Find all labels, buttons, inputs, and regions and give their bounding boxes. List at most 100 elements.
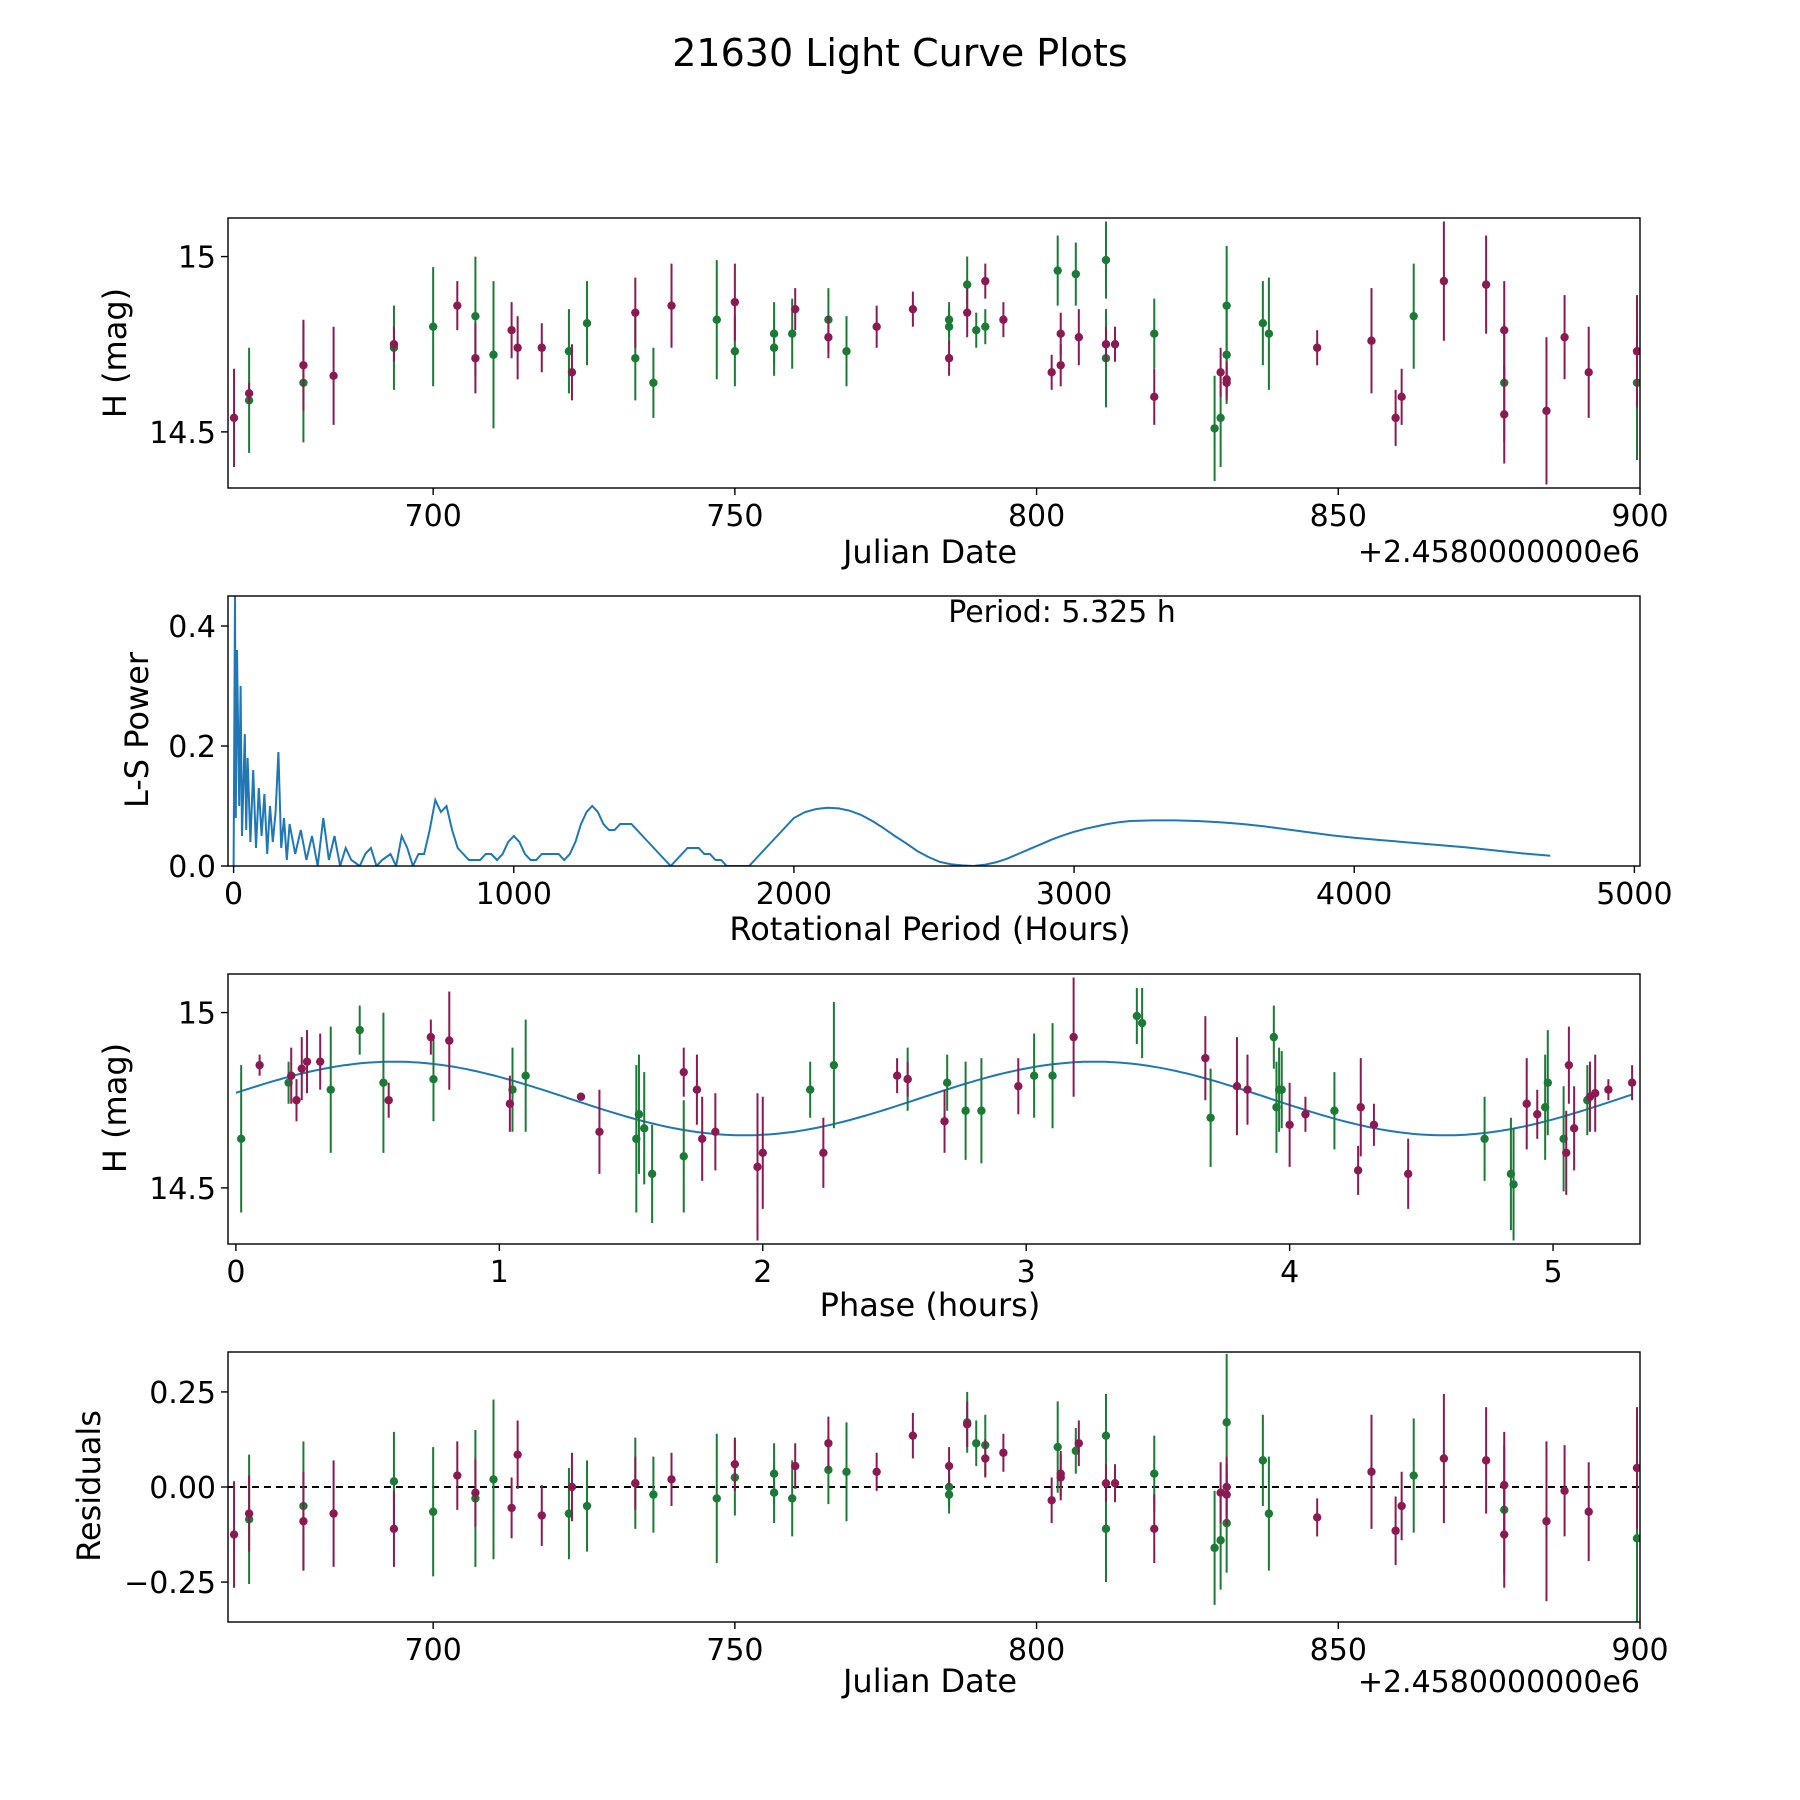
magenta-point [758,1148,767,1158]
magenta-point [389,1524,399,1534]
lightcurve-offset-text: +2.4580000000e6 [1358,535,1640,570]
green-point [1132,1011,1142,1021]
lightcurve-xtick-label: 750 [706,499,763,534]
magenta-point [692,1085,702,1094]
green-point [1101,1431,1111,1440]
green-point [1258,1456,1268,1465]
magenta-point [471,1488,480,1497]
green-point [1264,1509,1274,1518]
magenta-point [679,1067,688,1077]
magenta-point [1391,1526,1400,1535]
magenta-point [872,1467,881,1476]
phased-panel: 0 1 2 3 4 5 14.5 15 Phase (hours) H (mag) [96,973,1641,1324]
green-point [1269,1032,1279,1042]
periodogram-ytick-label: 0.4 [168,610,216,645]
magenta-point [229,1530,239,1539]
magenta-point [1047,1496,1056,1505]
magenta-point [753,1162,762,1172]
green-point [1048,1071,1057,1080]
green-point [379,1078,388,1087]
residuals-ytick-label: 0.00 [149,1471,216,1506]
green-point [829,1060,839,1070]
magenta-point [824,1439,833,1448]
magenta-point [730,1459,740,1469]
magenta-point [1069,1032,1078,1042]
magenta-point [445,1036,454,1045]
magenta-point [595,1127,604,1136]
magenta-point [730,297,740,307]
magenta-point [1056,361,1065,370]
magenta-point [1500,410,1509,419]
phased-xtick-label: 3 [1017,1255,1036,1290]
magenta-point [1074,1439,1084,1448]
magenta-point [981,1454,990,1463]
phased-xtick-label: 2 [753,1255,772,1290]
magenta-point [297,1064,306,1073]
residuals-xtick-label: 800 [1008,1633,1065,1668]
magenta-point [908,304,918,314]
magenta-point [711,1127,720,1136]
magenta-point [791,304,800,314]
figure-title: 21630 Light Curve Plots [672,31,1127,75]
magenta-point [791,1461,800,1471]
green-point [942,1078,952,1087]
magenta-point [1056,1469,1065,1478]
magenta-point [229,413,239,423]
lightcurve-marks [229,221,1640,485]
green-point [1264,329,1274,338]
magenta-point [426,1032,436,1042]
lightcurve-plot-area: 700 750 800 850 900 14.5 15 [149,217,1669,534]
magenta-point [1397,392,1406,402]
magenta-point [940,1117,949,1126]
residuals-xtick-label: 750 [706,1633,763,1668]
magenta-point [1604,1085,1613,1094]
model-fit-curve [235,1060,1633,1137]
periodogram-xtick-label: 2000 [756,877,832,912]
green-point [712,1494,721,1503]
green-point [1053,266,1062,275]
green-point [634,1110,644,1119]
magenta-point [1403,1169,1413,1179]
green-point [326,1085,335,1094]
magenta-point [1560,333,1569,342]
magenta-point [944,1461,954,1471]
green-point [1210,1543,1219,1553]
magenta-point [471,354,480,363]
magenta-point [1533,1110,1542,1119]
phased-frame [227,973,1641,1245]
magenta-point [1522,1099,1531,1108]
green-point [236,1134,246,1144]
phased-ylabel: H (mag) [96,1043,134,1173]
green-point [471,311,480,321]
magenta-point [1627,1078,1637,1087]
magenta-point [299,1517,308,1526]
green-point [1543,1078,1552,1087]
magenta-point [981,276,990,286]
magenta-point [1397,1501,1406,1511]
phased-ytick-label: 14.5 [149,1172,216,1207]
green-point [961,1106,970,1115]
magenta-point [389,340,399,349]
periodogram-xlabel: Rotational Period (Hours) [729,910,1130,948]
magenta-point [872,322,881,331]
magenta-point [453,301,462,310]
magenta-point [1439,276,1449,286]
green-point [1137,1018,1147,1028]
magenta-point [824,333,833,342]
phased-xtick-label: 1 [490,1255,509,1290]
magenta-point [1285,1120,1294,1129]
green-point [769,329,779,338]
green-point [1053,1442,1062,1452]
green-point [842,347,851,356]
lightcurve-xtick-label: 850 [1310,499,1367,534]
magenta-point [513,343,522,352]
magenta-point [1542,406,1551,416]
green-point [712,315,721,324]
green-point [647,1169,657,1179]
magenta-point [1569,1124,1579,1133]
lightcurve-xtick-label: 800 [1008,499,1065,534]
magenta-point [1150,1524,1159,1534]
green-point [1029,1071,1039,1080]
magenta-point [1047,368,1056,377]
magenta-point [244,1509,254,1518]
